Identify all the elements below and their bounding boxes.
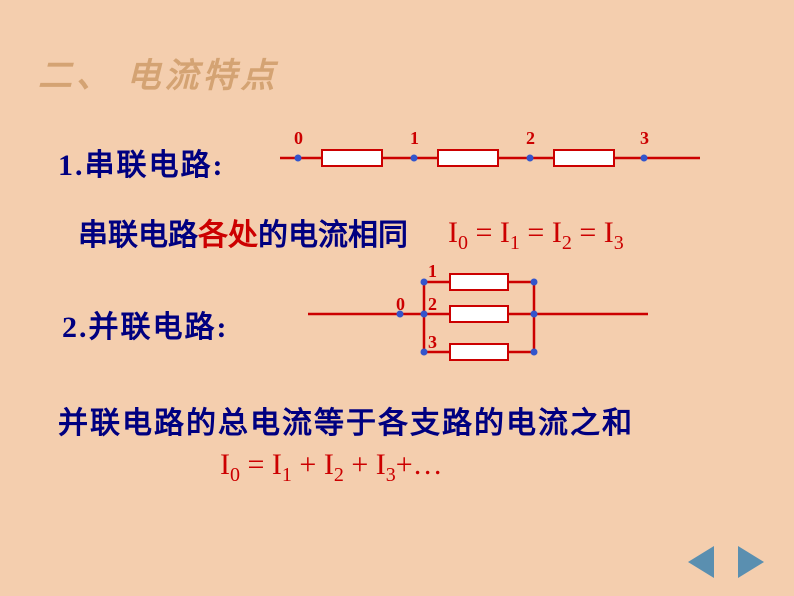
parallel-node-1: 1 [428, 262, 437, 281]
series-node-0: 0 [294, 128, 303, 148]
desc-highlight: 各处 [198, 219, 258, 252]
series-node-3: 3 [640, 128, 649, 148]
prev-button[interactable] [688, 546, 714, 578]
parallel-node-3: 3 [428, 332, 437, 352]
series-formula: I0 = I1 = I2 = I3 [448, 216, 624, 255]
desc-post: 的电流相同 [258, 219, 408, 252]
desc-pre: 串联电路 [78, 219, 198, 252]
nav-buttons [688, 546, 764, 578]
parallel-label: 2.并联电路: [62, 302, 229, 346]
series-label: 1.串联电路: [58, 140, 225, 184]
parallel-node-2: 2 [428, 294, 437, 314]
series-circuit-diagram: 0 1 2 3 [280, 128, 700, 178]
next-button[interactable] [738, 546, 764, 578]
series-node-1: 1 [410, 128, 419, 148]
section-title: 二、 电流特点 [38, 48, 279, 97]
parallel-formula: I0 = I1 + I2 + I3+… [220, 448, 443, 487]
parallel-circuit-diagram: 0 1 2 3 [308, 262, 648, 372]
series-node-2: 2 [526, 128, 535, 148]
parallel-description: 并联电路的总电流等于各支路的电流之和 [58, 398, 634, 442]
series-description: 串联电路各处的电流相同 [78, 210, 408, 254]
parallel-node-0: 0 [396, 294, 405, 314]
